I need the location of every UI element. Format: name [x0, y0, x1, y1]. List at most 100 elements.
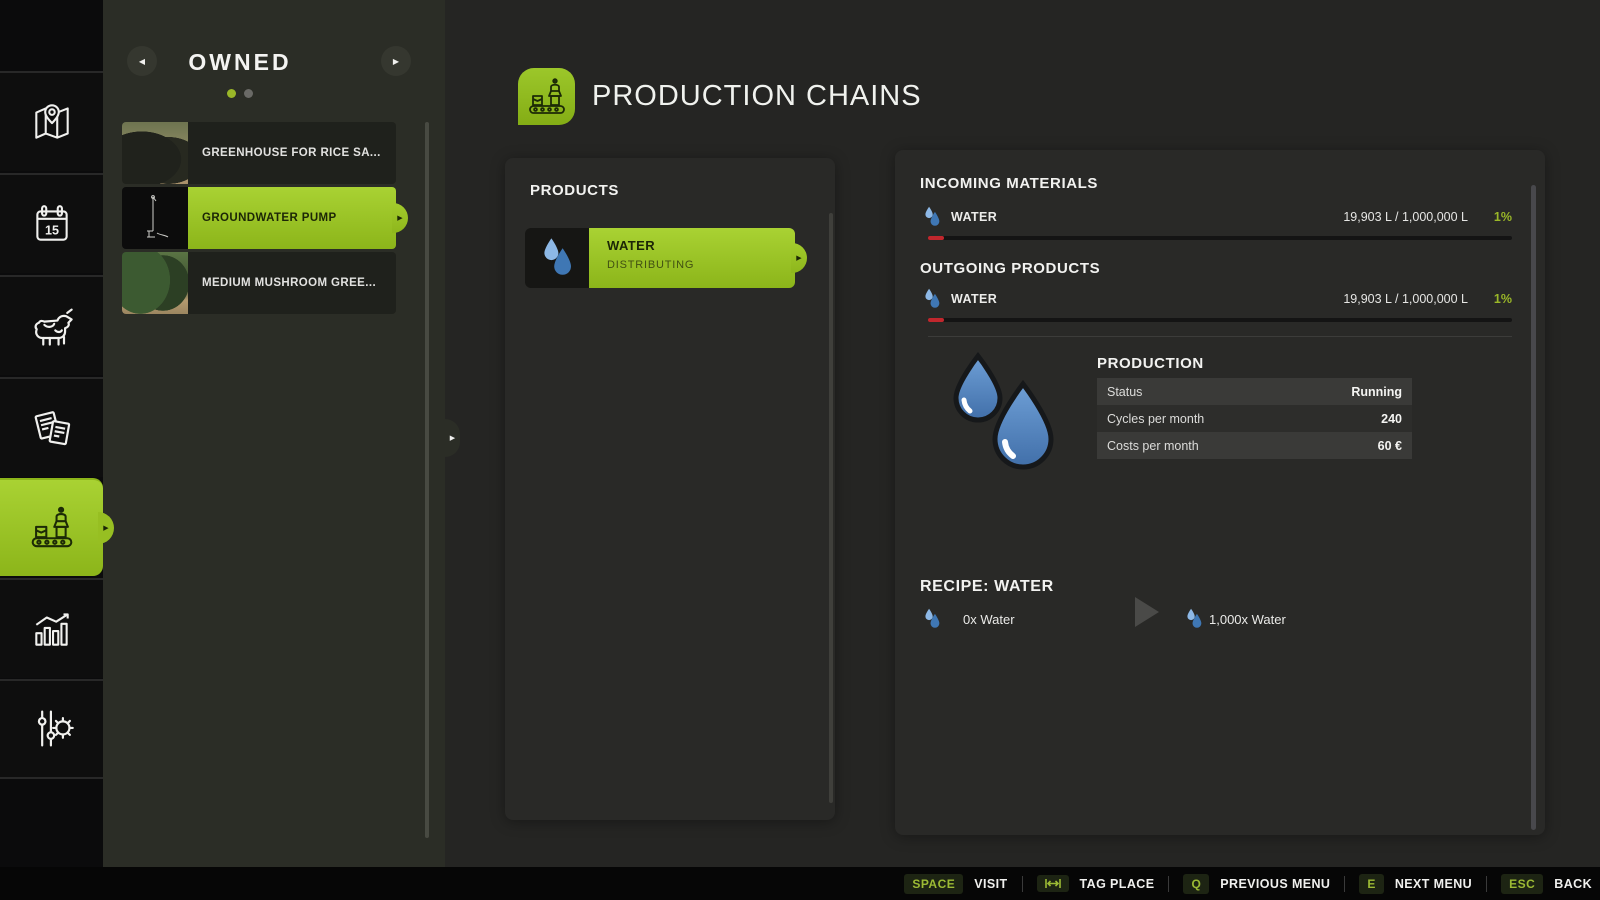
owned-item-label: MEDIUM MUSHROOM GREE... [202, 277, 377, 289]
water-drop-icon [925, 206, 940, 226]
owned-scrollbar[interactable] [425, 122, 429, 838]
recipe-output: 1,000x Water [1209, 612, 1286, 627]
divider [1168, 875, 1170, 892]
action-visit[interactable]: SPACE VISIT [904, 873, 1008, 894]
owned-list: GREENHOUSE FOR RICE SA... GROUNDWATER PU… [122, 122, 408, 317]
panel-collapse-handle[interactable]: ▶ [445, 419, 460, 457]
recipe-arrow-icon [1135, 597, 1159, 627]
products-scrollbar[interactable] [829, 213, 833, 803]
divider [1486, 875, 1488, 892]
sidebar-item-contracts[interactable] [0, 377, 103, 477]
page-title: PRODUCTION CHAINS [592, 80, 922, 112]
cow-icon [28, 302, 76, 350]
material-amount: 19,903 L / 1,000,000 L [1343, 292, 1468, 306]
sidebar-item-calendar[interactable]: 15 [0, 173, 103, 273]
hotkey-bar: SPACE VISIT TAG PLACE Q PREVIOUS MENU E … [0, 867, 1600, 900]
action-previous-menu[interactable]: Q PREVIOUS MENU [1183, 873, 1331, 894]
incoming-material-row: WATER 19,903 L / 1,000,000 L 1% [923, 206, 1512, 227]
outgoing-products-heading: OUTGOING PRODUCTS [920, 260, 1101, 277]
owned-next-button[interactable]: ▶ [381, 46, 411, 76]
owned-pagination [103, 85, 377, 103]
material-amount: 19,903 L / 1,000,000 L [1343, 210, 1468, 224]
divider [1021, 875, 1023, 892]
water-drop-icon [1187, 608, 1202, 628]
list-item-greenhouse-rice[interactable]: GREENHOUSE FOR RICE SA... [122, 122, 396, 184]
action-tag-place[interactable]: TAG PLACE [1036, 875, 1155, 892]
outgoing-product-row: WATER 19,903 L / 1,000,000 L 1% [923, 288, 1512, 309]
action-label: NEXT MENU [1394, 876, 1473, 891]
incoming-materials-heading: INCOMING MATERIALS [920, 175, 1099, 192]
owned-item-label: GROUNDWATER PUMP [202, 212, 337, 224]
page-dot-active [227, 89, 236, 98]
table-row-cycles: Cycles per month 240 [1097, 405, 1412, 432]
product-status: DISTRIBUTING [607, 259, 695, 271]
sidebar-item-settings[interactable] [0, 679, 103, 779]
owned-panel: ◀ OWNED ▶ GREENHOUSE FOR RICE SA... GROU… [103, 0, 445, 867]
contracts-icon [28, 404, 76, 452]
space-key: SPACE [904, 873, 964, 894]
production-heading: PRODUCTION [1097, 355, 1204, 372]
statistics-icon [29, 606, 75, 652]
water-drop-icon [925, 608, 940, 628]
selected-item-arrow-icon: ▶ [392, 203, 408, 233]
calendar-icon: 15 [29, 201, 75, 247]
water-droplets-illustration [953, 351, 1054, 470]
owned-prev-button[interactable]: ◀ [127, 46, 157, 76]
row-value: Running [1351, 384, 1402, 399]
page-dot [244, 89, 253, 98]
svg-text:15: 15 [45, 223, 59, 237]
outgoing-fill-bar [928, 318, 1512, 322]
table-row-costs: Costs per month 60 € [1097, 432, 1412, 459]
thumbnail-mushroom-greenhouse [122, 252, 188, 314]
thumbnail-greenhouse [122, 122, 188, 184]
row-label: Costs per month [1107, 438, 1199, 453]
production-chains-icon [518, 68, 575, 125]
sidebar-item-production[interactable]: ▶ [0, 478, 114, 576]
table-row-status: Status Running [1097, 378, 1412, 405]
row-value: 240 [1381, 411, 1402, 426]
action-label: VISIT [974, 876, 1008, 891]
recipe-input: 0x Water [963, 612, 1015, 627]
production-table: Status Running Cycles per month 240 Cost… [1097, 378, 1412, 459]
material-percent: 1% [1493, 292, 1512, 306]
action-label: BACK [1554, 876, 1592, 891]
production-detail-panel: INCOMING MATERIALS WATER 19,903 L / 1,00… [895, 150, 1545, 835]
map-icon [29, 99, 75, 145]
material-name: WATER [951, 210, 998, 224]
incoming-fill-bar [928, 236, 1512, 240]
action-back[interactable]: ESC BACK [1501, 873, 1592, 894]
action-label: TAG PLACE [1079, 876, 1155, 891]
product-item-water[interactable]: WATER DISTRIBUTING ▶ [525, 228, 807, 288]
list-item-groundwater-pump[interactable]: GROUNDWATER PUMP ▶ [122, 187, 408, 249]
action-next-menu[interactable]: E NEXT MENU [1359, 873, 1473, 894]
production-icon [27, 503, 77, 553]
row-label: Status [1107, 384, 1143, 399]
product-name: WATER [607, 238, 655, 253]
material-name: WATER [951, 292, 998, 306]
sidebar-active-arrow-icon: ▶ [98, 512, 114, 544]
thumbnail-pump [122, 187, 188, 249]
sidebar-item-map[interactable] [0, 71, 103, 171]
tab-key-icon [1036, 875, 1069, 892]
detail-scrollbar[interactable] [1531, 185, 1536, 830]
row-value: 60 € [1377, 438, 1402, 453]
divider [1344, 875, 1346, 892]
row-label: Cycles per month [1107, 411, 1205, 426]
products-panel-title: PRODUCTS [530, 182, 619, 199]
owned-item-label: GREENHOUSE FOR RICE SA... [202, 147, 381, 159]
sidebar-item-statistics[interactable] [0, 578, 103, 678]
main-menu-sidebar: 15 [0, 0, 114, 867]
divider [928, 336, 1512, 337]
water-product-icon [525, 228, 589, 288]
action-label: PREVIOUS MENU [1220, 876, 1331, 891]
q-key: Q [1183, 873, 1210, 894]
recipe-heading: RECIPE: WATER [920, 578, 1054, 595]
settings-icon [28, 705, 76, 753]
material-percent: 1% [1493, 210, 1512, 224]
e-key: E [1359, 873, 1384, 894]
selected-product-arrow-icon: ▶ [791, 243, 807, 273]
sidebar-item-animals[interactable] [0, 275, 103, 375]
products-panel: PRODUCTS WATER DISTRIBUTING ▶ [505, 158, 835, 820]
water-drop-icon [925, 288, 940, 308]
list-item-mushroom-greenhouse[interactable]: MEDIUM MUSHROOM GREE... [122, 252, 396, 314]
